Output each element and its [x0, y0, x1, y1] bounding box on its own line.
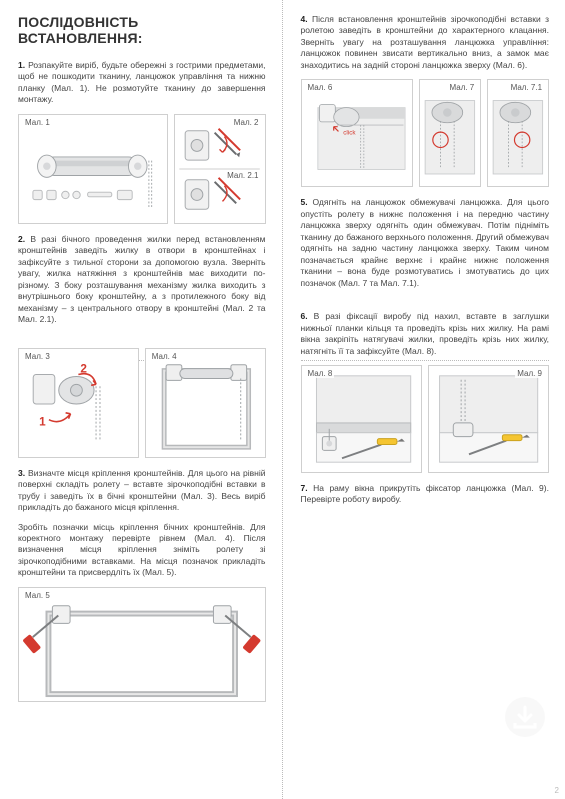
para-2-text: В разі бічного проведення жилки перед вс…	[18, 234, 266, 324]
click-label: click	[343, 130, 356, 137]
figure-8: Мал. 8	[301, 365, 422, 473]
figure-9: Мал. 9	[428, 365, 549, 473]
para-4: 4. Після встановлення кронштейнів зірочк…	[301, 14, 550, 71]
para-3b: Зробіть позначки місць кріплення бічних …	[18, 522, 266, 579]
para-7-num: 7.	[301, 483, 308, 493]
fig-5-label: Мал. 5	[23, 591, 52, 600]
para-5-text: Одягніть на ланцюжок обмежувачі ланцюжка…	[301, 197, 550, 287]
fig-2-label: Мал. 2	[232, 118, 261, 127]
figure-2: Мал. 2 Мал. 2.1	[174, 114, 265, 224]
figure-3: Мал. 3 2 1	[18, 348, 139, 458]
fig-row-6-7: Мал. 6 click Мал. 7	[301, 79, 550, 187]
fig-9-label: Мал. 9	[515, 369, 544, 378]
para-7: 7. На раму вікна прикрутіть фіксатор лан…	[301, 483, 550, 506]
page-title: ПОСЛІДОВНІСТЬ ВСТАНОВЛЕННЯ:	[18, 14, 266, 46]
para-1-text: Розпакуйте виріб, будьте обережні з гост…	[18, 60, 266, 104]
fig-row-1-2: Мал. 1	[18, 114, 266, 224]
figure-7: Мал. 7	[419, 79, 481, 187]
para-3: 3. Визначте місця кріплення кронштейнів.…	[18, 468, 266, 514]
fig-2-1-label: Мал. 2.1	[225, 171, 260, 180]
fig-7-label: Мал. 7	[447, 83, 476, 92]
para-2-num: 2.	[18, 234, 25, 244]
fig-row-3-4: Мал. 3 2 1 Мал. 4	[18, 348, 266, 458]
fig-1-label: Мал. 1	[23, 118, 52, 127]
para-3-num: 3.	[18, 468, 25, 478]
para-3b-text: Зробіть позначки місць кріплення бічних …	[18, 522, 266, 578]
figure-1: Мал. 1	[18, 114, 168, 224]
figure-6: Мал. 6 click	[301, 79, 414, 187]
para-7-text: На раму вікна прикрутіть фіксатор ланцюж…	[301, 483, 549, 504]
para-3-text: Визначте місця кріплення кронштейнів. Дл…	[18, 468, 266, 512]
fig-row-8-9: Мал. 8 Мал. 9	[301, 365, 550, 473]
fig-4-label: Мал. 4	[150, 352, 179, 361]
fig-7-1-label: Мал. 7.1	[509, 83, 544, 92]
figure-7-1: Мал. 7.1	[487, 79, 549, 187]
right-column: 4. Після встановлення кронштейнів зірочк…	[283, 0, 565, 799]
para-1-num: 1.	[18, 60, 25, 70]
figure-4: Мал. 4	[145, 348, 266, 458]
svg-text:1: 1	[39, 415, 46, 428]
fig-3-label: Мал. 3	[23, 352, 52, 361]
para-1: 1. Розпакуйте виріб, будьте обережні з г…	[18, 60, 266, 106]
divider-right	[301, 360, 550, 361]
left-column: ПОСЛІДОВНІСТЬ ВСТАНОВЛЕННЯ: 1. Розпакуйт…	[0, 0, 283, 799]
para-5-num: 5.	[301, 197, 308, 207]
para-4-num: 4.	[301, 14, 308, 24]
para-2: 2. В разі бічного проведення жилки перед…	[18, 234, 266, 326]
para-6-text: В разі фіксації виробу під нахил, вставт…	[301, 311, 550, 355]
fig-8-label: Мал. 8	[306, 369, 335, 378]
para-5: 5. Одягніть на ланцюжок обмежувачі ланцю…	[301, 197, 550, 289]
page-number: 2	[555, 786, 559, 795]
figure-5: Мал. 5	[18, 587, 266, 702]
fig-row-5: Мал. 5	[18, 587, 266, 702]
watermark-icon	[503, 695, 547, 739]
para-6: 6. В разі фіксації виробу під нахил, вст…	[301, 311, 550, 357]
fig-6-label: Мал. 6	[306, 83, 335, 92]
para-6-num: 6.	[301, 311, 308, 321]
para-4-text: Після встановлення кронштейнів зірочкопо…	[301, 14, 550, 70]
